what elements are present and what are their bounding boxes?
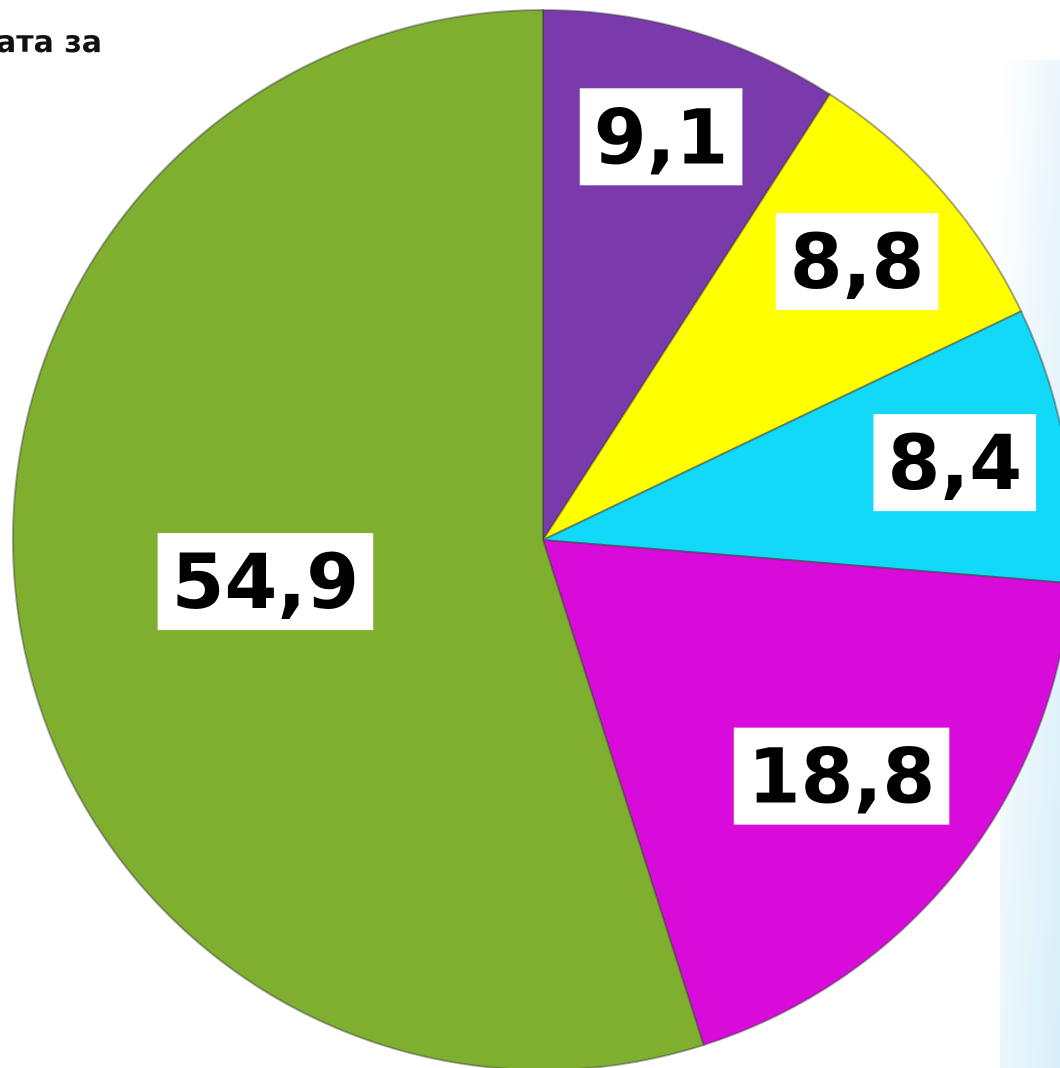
- label-box: [733, 727, 950, 825]
- label-box: [775, 213, 939, 311]
- pie-slice: [539, 309, 1060, 584]
- data-label: 8,4: [887, 418, 1022, 507]
- label-box: [157, 533, 374, 631]
- pie-slice: [540, 92, 1023, 543]
- data-label: 9,1: [594, 92, 729, 181]
- chart-title: ата за: [0, 25, 102, 60]
- label-box: [873, 414, 1037, 512]
- data-label: 8,8: [790, 217, 925, 306]
- data-label: 54,9: [172, 537, 360, 626]
- data-label: 18,8: [748, 732, 936, 821]
- label-box: [579, 88, 743, 186]
